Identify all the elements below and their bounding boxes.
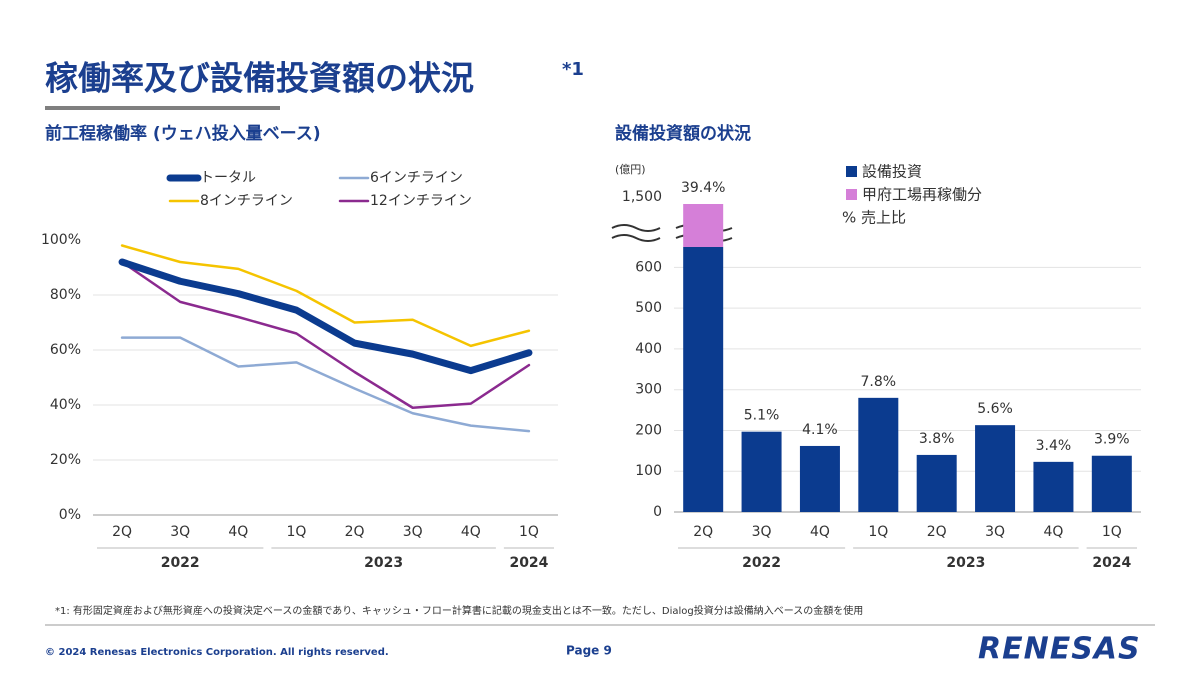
legend-label: 6インチライン [370,170,463,186]
footnote: *1: 有形固定資産および無形資産への投資決定ベースの金額であり、キャッシュ・フ… [55,604,863,617]
y-tick-label: 40% [50,397,81,413]
y-tick-label: 100 [635,463,662,479]
bar-segment [916,454,957,512]
x-tick-label: 2Q [693,524,713,540]
bar-chart-title: 設備投資額の状況 [615,123,751,144]
x-group-label: 2022 [161,555,200,571]
legend-label: 12インチライン [370,193,472,209]
bar-segment [683,204,724,247]
legend-label: トータル [200,170,256,186]
y-tick-label: 80% [50,287,81,303]
bar-segment [799,445,840,512]
x-tick-label: 4Q [228,524,248,540]
series-line [120,336,531,433]
series-line [120,244,531,348]
x-tick-label: 3Q [403,524,423,540]
y-tick-label: 1,500 [622,189,662,205]
y-tick-label: 300 [635,382,662,398]
y-tick-label: 600 [635,259,662,275]
bar-segment [683,247,724,512]
x-tick-label: 4Q [810,524,830,540]
data-label: 3.9% [1094,432,1130,448]
legend-swatch [846,189,857,200]
data-label: 39.4% [681,180,725,196]
y-tick-label: 500 [635,300,662,316]
data-label: 3.8% [919,431,955,447]
x-tick-label: 3Q [170,524,190,540]
x-tick-label: 3Q [985,524,1005,540]
legend-swatch [846,166,857,177]
y-tick-label: 20% [50,452,81,468]
copyright: © 2024 Renesas Electronics Corporation. … [45,647,389,658]
line-chart-title: 前工程稼働率 (ウェハ投入量ベース) [45,123,321,144]
data-label: 5.6% [977,401,1013,417]
legend-label: 8インチライン [200,193,293,209]
x-tick-label: 2Q [345,524,365,540]
y-tick-label: 60% [50,342,81,358]
y-tick-label: 0 [653,504,662,520]
y-axis-unit: (億円) [615,163,646,176]
x-tick-label: 3Q [752,524,772,540]
legend-label: 甲府工場再稼働分 [862,186,982,204]
x-tick-label: 1Q [286,524,306,540]
y-tick-label: 200 [635,422,662,438]
x-group-label: 2023 [364,555,403,571]
x-tick-label: 1Q [868,524,888,540]
legend-label: 設備投資 [862,163,922,181]
slide-title: 稼働率及び設備投資額の状況 [45,59,474,98]
x-group-label: 2024 [509,555,548,571]
x-tick-label: 4Q [1043,524,1063,540]
bar-segment [741,431,782,512]
y-tick-label: 400 [635,341,662,357]
bar-segment [975,425,1016,512]
bar-segment [858,397,899,512]
x-tick-label: 2Q [927,524,947,540]
x-tick-label: 4Q [461,524,481,540]
y-tick-label: 0% [59,507,81,523]
x-tick-label: 1Q [519,524,539,540]
data-label: 7.8% [861,374,897,390]
page-number: Page 9 [566,644,612,658]
series-line [118,258,533,375]
x-group-label: 2022 [742,555,781,571]
legend-label: % 売上比 [842,209,906,227]
bar-segment [1091,455,1132,512]
logo: RENESAS [978,632,1141,667]
title-note: *1 [562,59,584,80]
x-group-label: 2023 [946,555,985,571]
y-tick-label: 100% [41,232,81,248]
data-label: 5.1% [744,408,780,424]
data-label: 4.1% [802,422,838,438]
x-tick-label: 1Q [1102,524,1122,540]
x-tick-label: 2Q [112,524,132,540]
bar-segment [1033,461,1074,512]
data-label: 3.4% [1036,438,1072,454]
x-group-label: 2024 [1092,555,1131,571]
series-line [120,260,531,409]
